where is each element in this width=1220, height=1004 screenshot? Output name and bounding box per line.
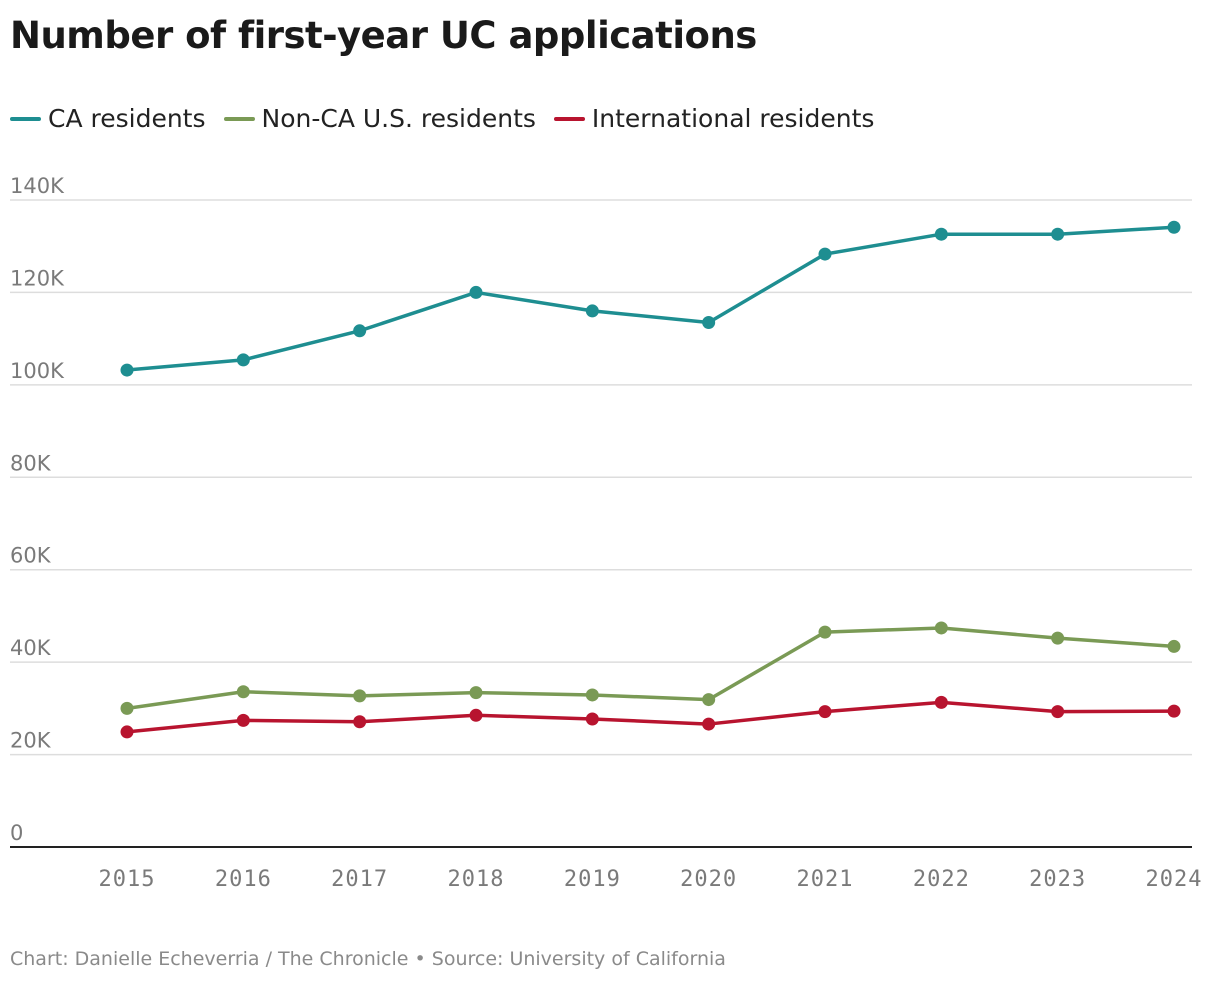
legend-item-international-residents: International residents — [553, 104, 875, 133]
x-tick-label: 2023 — [1029, 867, 1086, 892]
data-point-non-ca-u-s-residents-2024 — [1167, 639, 1181, 653]
data-point-international-residents-2017 — [353, 715, 367, 729]
data-point-international-residents-2023 — [1051, 705, 1065, 719]
data-point-international-residents-2022 — [934, 695, 948, 709]
y-tick-label: 60K — [10, 544, 52, 568]
data-point-non-ca-u-s-residents-2017 — [353, 689, 367, 703]
series-line-international-residents — [125, 700, 1176, 734]
legend-swatch-non-ca-us-residents — [223, 116, 255, 121]
data-point-international-residents-2018 — [469, 708, 483, 722]
data-point-non-ca-u-s-residents-2021 — [818, 625, 832, 639]
x-tick-label: 2021 — [797, 867, 854, 892]
data-point-international-residents-2015 — [120, 725, 134, 739]
legend-item-ca-residents: CA residents — [10, 104, 206, 133]
data-point-ca-residents-2023 — [1051, 227, 1065, 241]
legend-label-international-residents: International residents — [591, 104, 875, 133]
data-point-ca-residents-2016 — [236, 353, 250, 367]
data-point-international-residents-2016 — [236, 713, 250, 727]
data-point-ca-residents-2020 — [702, 315, 716, 329]
y-tick-label: 40K — [10, 636, 52, 660]
data-point-ca-residents-2022 — [934, 227, 948, 241]
x-tick-label: 2024 — [1146, 867, 1203, 892]
x-tick-label: 2019 — [564, 867, 621, 892]
chart-source-credit: Chart: Danielle Echeverria / The Chronic… — [10, 948, 726, 970]
y-tick-label: 20K — [10, 729, 52, 753]
data-point-ca-residents-2024 — [1167, 220, 1181, 234]
x-tick-label: 2022 — [913, 867, 970, 892]
legend-item-non-ca-us-residents: Non-CA U.S. residents — [223, 104, 536, 133]
y-tick-label: 120K — [10, 266, 65, 290]
y-tick-label: 100K — [10, 359, 65, 383]
data-point-international-residents-2020 — [702, 717, 716, 731]
x-tick-label: 2018 — [448, 867, 505, 892]
data-point-non-ca-u-s-residents-2018 — [469, 686, 483, 700]
legend-label-non-ca-us-residents: Non-CA U.S. residents — [261, 104, 536, 133]
data-point-international-residents-2024 — [1167, 704, 1181, 718]
legend-swatch-ca-residents — [10, 116, 41, 121]
data-point-international-residents-2019 — [585, 712, 599, 726]
chart-title: Number of first-year UC applications — [10, 14, 757, 57]
data-point-non-ca-u-s-residents-2016 — [236, 685, 250, 699]
data-point-non-ca-u-s-residents-2023 — [1051, 631, 1065, 645]
legend-label-ca-residents: CA residents — [48, 104, 206, 133]
x-tick-label: 2016 — [215, 867, 272, 892]
y-tick-label: 80K — [10, 451, 52, 475]
data-point-ca-residents-2021 — [818, 247, 832, 261]
data-point-non-ca-u-s-residents-2020 — [702, 693, 716, 707]
x-tick-label: 2015 — [99, 867, 156, 892]
chart-legend: CA residents Non-CA U.S. residents Inter… — [10, 104, 892, 133]
data-point-ca-residents-2015 — [120, 363, 134, 377]
data-point-ca-residents-2018 — [469, 285, 483, 299]
data-point-ca-residents-2019 — [585, 304, 599, 318]
series-line-ca-residents — [125, 225, 1176, 372]
legend-swatch-international-residents — [553, 116, 585, 121]
x-tick-label: 2017 — [331, 867, 388, 892]
series-line-non-ca-u-s-residents — [125, 626, 1176, 711]
y-tick-label: 140K — [10, 174, 65, 198]
y-tick-label: 0 — [10, 821, 23, 845]
line-chart: 0 20K 40K 60K 80K 100K 120K 140K 2015 2016 2017 201… — [10, 174, 1203, 892]
data-point-ca-residents-2017 — [353, 324, 367, 338]
data-point-non-ca-u-s-residents-2019 — [585, 688, 599, 702]
data-point-non-ca-u-s-residents-2022 — [934, 621, 948, 635]
data-point-international-residents-2021 — [818, 705, 832, 719]
x-tick-label: 2020 — [680, 867, 737, 892]
data-point-non-ca-u-s-residents-2015 — [120, 701, 134, 715]
